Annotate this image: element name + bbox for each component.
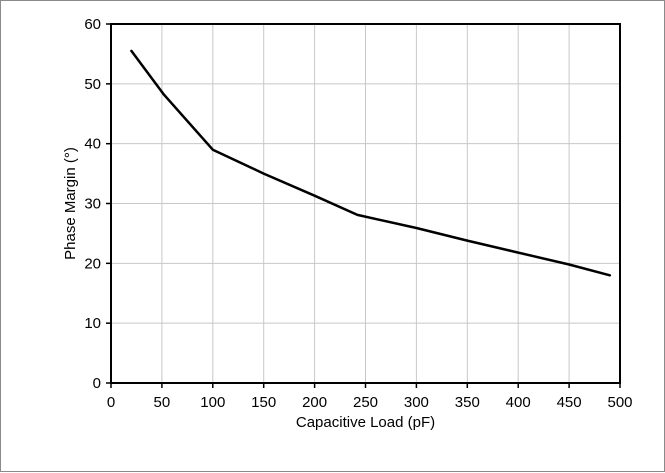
grid-layer: [111, 24, 620, 383]
y-tick-label: 20: [84, 255, 101, 272]
data-point: [313, 194, 316, 197]
x-tick-label: 400: [506, 394, 531, 411]
x-tick-label: 200: [302, 394, 327, 411]
ticks-layer: [106, 23, 621, 388]
data-point: [466, 239, 469, 242]
x-tick-label: 350: [455, 394, 480, 411]
y-axis-title: Phase Margin (°): [62, 147, 79, 260]
data-point: [568, 263, 570, 266]
x-tick-label: 150: [251, 394, 276, 411]
x-axis-title: Capacitive Load (pF): [296, 414, 435, 431]
series-layer: [130, 49, 612, 277]
data-point: [262, 172, 265, 175]
x-tick-label: 500: [607, 394, 632, 411]
x-tick-label: 0: [107, 394, 115, 411]
y-tick-label: 0: [93, 375, 101, 392]
data-point: [356, 214, 359, 216]
x-tick-label: 450: [557, 394, 582, 411]
data-point: [609, 274, 611, 277]
y-tick-label: 60: [84, 16, 101, 33]
data-point: [130, 50, 133, 52]
x-tick-label: 50: [154, 394, 171, 411]
y-tick-label: 50: [84, 76, 101, 93]
tick-labels-layer: 0 50 100 150 200 250 300 350 400 450 500 0 10 20 30 40 5…: [84, 16, 632, 411]
data-point: [212, 148, 214, 151]
x-tick-label: 100: [200, 394, 225, 411]
data-point: [163, 93, 165, 96]
x-tick-label: 250: [353, 394, 378, 411]
y-tick-label: 10: [84, 315, 101, 332]
y-tick-label: 30: [84, 196, 101, 213]
data-point: [517, 251, 519, 254]
data-point: [415, 227, 418, 229]
x-tick-label: 300: [404, 394, 429, 411]
phase-margin-line: [130, 49, 612, 277]
y-tick-label: 40: [84, 136, 101, 153]
